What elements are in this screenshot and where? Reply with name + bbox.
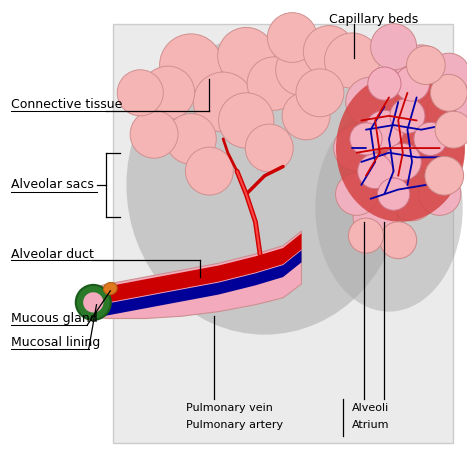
Circle shape [381, 52, 434, 106]
Circle shape [117, 70, 164, 116]
Circle shape [247, 57, 301, 110]
Circle shape [303, 25, 355, 77]
Circle shape [394, 66, 429, 101]
Circle shape [380, 222, 417, 259]
Ellipse shape [336, 74, 465, 222]
Circle shape [83, 292, 103, 312]
Circle shape [334, 125, 380, 171]
Text: Mucous gland: Mucous gland [11, 312, 98, 325]
Circle shape [245, 124, 293, 172]
Circle shape [350, 123, 382, 155]
Text: Alveolar duct: Alveolar duct [11, 248, 94, 261]
Circle shape [282, 92, 330, 140]
Polygon shape [87, 231, 301, 318]
Circle shape [219, 93, 274, 148]
Circle shape [358, 154, 392, 188]
Circle shape [371, 24, 417, 70]
Ellipse shape [315, 104, 463, 311]
Circle shape [368, 67, 401, 100]
Circle shape [390, 98, 425, 134]
Text: Pulmonary vein: Pulmonary vein [186, 403, 273, 413]
Text: Mucosal lining: Mucosal lining [11, 336, 100, 349]
Circle shape [193, 72, 253, 132]
Circle shape [365, 110, 404, 149]
FancyBboxPatch shape [113, 24, 454, 443]
Circle shape [267, 12, 317, 62]
Text: Pulmonary artery: Pulmonary artery [186, 420, 283, 431]
Circle shape [414, 122, 447, 155]
Circle shape [419, 173, 461, 215]
Circle shape [384, 144, 421, 180]
Circle shape [435, 111, 472, 148]
Text: Atrium: Atrium [352, 420, 390, 431]
Circle shape [296, 69, 344, 117]
Circle shape [165, 114, 216, 164]
Circle shape [430, 74, 467, 111]
Circle shape [353, 195, 397, 239]
Circle shape [76, 285, 111, 320]
Circle shape [365, 101, 422, 158]
Circle shape [427, 89, 471, 134]
Circle shape [425, 156, 464, 195]
Polygon shape [87, 250, 301, 320]
Polygon shape [87, 233, 301, 307]
Circle shape [377, 178, 410, 210]
Ellipse shape [103, 283, 117, 295]
Text: Alveoli: Alveoli [352, 403, 390, 413]
Circle shape [416, 129, 464, 176]
Circle shape [390, 176, 434, 221]
Circle shape [405, 85, 456, 137]
Circle shape [185, 147, 233, 195]
Text: Connective tissue: Connective tissue [11, 98, 123, 111]
Text: Capillary beds: Capillary beds [329, 12, 419, 25]
Circle shape [325, 33, 380, 88]
Ellipse shape [127, 35, 403, 334]
Circle shape [218, 27, 275, 85]
Circle shape [336, 173, 378, 215]
Circle shape [407, 46, 445, 85]
Circle shape [130, 110, 178, 158]
Text: Alveolar sacs: Alveolar sacs [11, 178, 94, 191]
Circle shape [428, 53, 470, 96]
Circle shape [396, 45, 446, 95]
Circle shape [348, 218, 383, 253]
Circle shape [141, 66, 195, 120]
Circle shape [361, 153, 408, 199]
Circle shape [276, 44, 327, 96]
Circle shape [160, 34, 222, 97]
Circle shape [346, 77, 395, 127]
